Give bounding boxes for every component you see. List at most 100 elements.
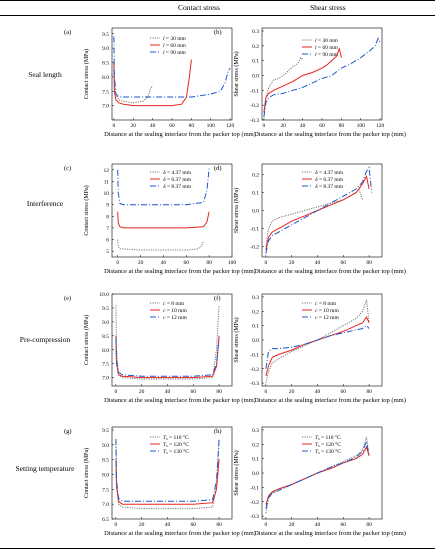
chart-c: (c) 0 20 40 60 80 100 5 6 7 8 9 10 11 12 Contact stress… [64,163,256,275]
x-tick-label: 40 [165,522,171,528]
legend-label: l = 90 mm [315,52,339,58]
y-tick-label: 0.0 [252,338,259,344]
x-tick-label: 80 [206,260,212,266]
y-tick-label: 9.0 [102,46,109,52]
y-tick-label: -0.2 [250,244,259,250]
y-tick-label: 0.2 [252,173,259,179]
panel-label: (b) [214,29,222,36]
x-tick-label: 0 [114,522,117,528]
x-tick-label: 80 [216,389,222,395]
y-tick-label: 8.0 [102,472,109,478]
y-tick-label: 0.1 [252,324,259,330]
x-tick-label: 0 [264,260,267,266]
chart-a: (a) 0 20 40 60 80 100 120 7.0 7.5 8.0 8.5 9.0 9.5 Cont… [64,27,256,138]
legend-label: δ = 6.37 mm [163,177,192,183]
x-tick-label: 120 [376,123,385,129]
y-tick-label: 12 [104,168,110,174]
x-tick-label: 20 [289,389,295,395]
y-tick-label: 11 [104,179,110,185]
legend-label: δ = 4.37 mm [163,170,192,176]
y-tick-label: 5 [106,249,109,255]
x-tick-label: 80 [216,522,222,528]
x-tick-label: 0 [263,123,266,129]
panel-label: (e) [64,295,71,302]
y-tick-label: -0.1 [250,352,259,358]
y-tick-label: 7.0 [102,376,109,382]
series-line [113,36,231,98]
x-tick-label: 80 [366,260,372,266]
chart-h: (h) 0 20 40 60 80 -0.3 -0.2 -0.1 0.0 0.1 0.2 0.3 Shea… [214,426,406,537]
x-tick-label: 100 [357,123,366,129]
x-tick-label: 20 [289,260,295,266]
y-tick-label: 9 [106,203,109,209]
y-tick-label: -0.1 [250,226,259,232]
x-tick-label: 40 [161,260,167,266]
panel-label: (g) [64,428,72,435]
legend-label: Ts = 130 °C [315,448,341,455]
plot-frame [111,293,233,387]
x-tick-label: 80 [366,522,372,528]
legend-label: c = 10 mm [163,308,187,314]
y-tick-label: 0.0 [252,209,259,215]
x-axis-label: Distance at the sealing interface from t… [104,268,256,275]
y-axis-label: Shear stress (MPa) [233,188,240,233]
legend-label: c = 12 mm [163,315,187,321]
x-tick-label: 60 [341,522,347,528]
column-header-contact-stress: Contact stress [178,3,220,12]
series-line [265,324,370,369]
y-tick-label: 0.1 [252,59,259,65]
y-tick-label: -0.3 [250,514,259,520]
y-tick-label: 7.0 [102,502,109,508]
y-tick-label: 0.2 [252,44,259,50]
x-tick-label: 100 [228,260,237,266]
y-tick-label: -0.2 [250,103,259,109]
y-tick-label: 7.5 [102,362,109,368]
x-tick-label: 20 [281,123,287,129]
y-tick-label: 6.5 [102,517,109,523]
row-label-pre-compression: Pre-compression [19,335,71,344]
x-tick-label: 20 [139,389,145,395]
chart-f: (f) 0 20 40 60 80 -0.3 -0.2 -0.1 0.0 0.1 0.2 0.3 Shea… [214,293,406,404]
panel-label: (f) [214,295,221,302]
y-tick-label: 10 [104,191,110,197]
y-tick-label: 0.3 [252,295,259,301]
panel-label: (h) [214,428,222,435]
series-line [263,47,342,113]
y-tick-label: 8.5 [102,334,109,340]
x-tick-label: 120 [226,123,235,129]
x-tick-label: 40 [315,389,321,395]
y-tick-label: 9.5 [102,428,109,434]
x-tick-label: 0 [113,123,116,129]
y-tick-label: 0.0 [252,73,259,79]
series-line [115,438,220,502]
y-tick-label: 7 [106,226,109,232]
y-tick-label: 0.1 [252,457,259,463]
x-tick-label: 80 [189,123,195,129]
plot-frame [111,163,233,258]
series-line [117,239,204,251]
x-axis-label: Distance at the sealing interface from t… [254,397,406,404]
legend-label: δ = 6.37 mm [315,177,344,183]
x-tick-label: 40 [165,389,171,395]
x-tick-label: 60 [191,389,197,395]
series-line [117,168,210,206]
x-tick-label: 80 [366,389,372,395]
series-line [265,445,370,505]
legend-label: c = 12 mm [315,315,339,321]
legend-label: l = 30 mm [163,36,187,42]
series-line [113,59,192,107]
panel-label: (a) [64,29,71,36]
series-line [265,315,370,377]
chart-e: (e) 0 20 40 60 80 7.0 7.5 8.0 8.5 9.0 9.5 10.0 Contac… [64,292,256,404]
x-tick-label: 0 [116,260,119,266]
x-axis-label: Distance at the sealing interface from t… [254,131,406,138]
x-tick-label: 20 [139,522,145,528]
y-tick-label: 0.0 [252,471,259,477]
legend-label: l = 90 mm [163,50,187,56]
x-tick-label: 40 [300,123,306,129]
legend-label: δ = 4.37 mm [315,170,344,176]
x-tick-label: 60 [184,260,190,266]
legend-label: l = 60 mm [163,43,187,49]
y-axis-label: Contact stress (MPa) [83,49,90,99]
row-label-setting-temperature: Setting temperature [15,464,75,473]
